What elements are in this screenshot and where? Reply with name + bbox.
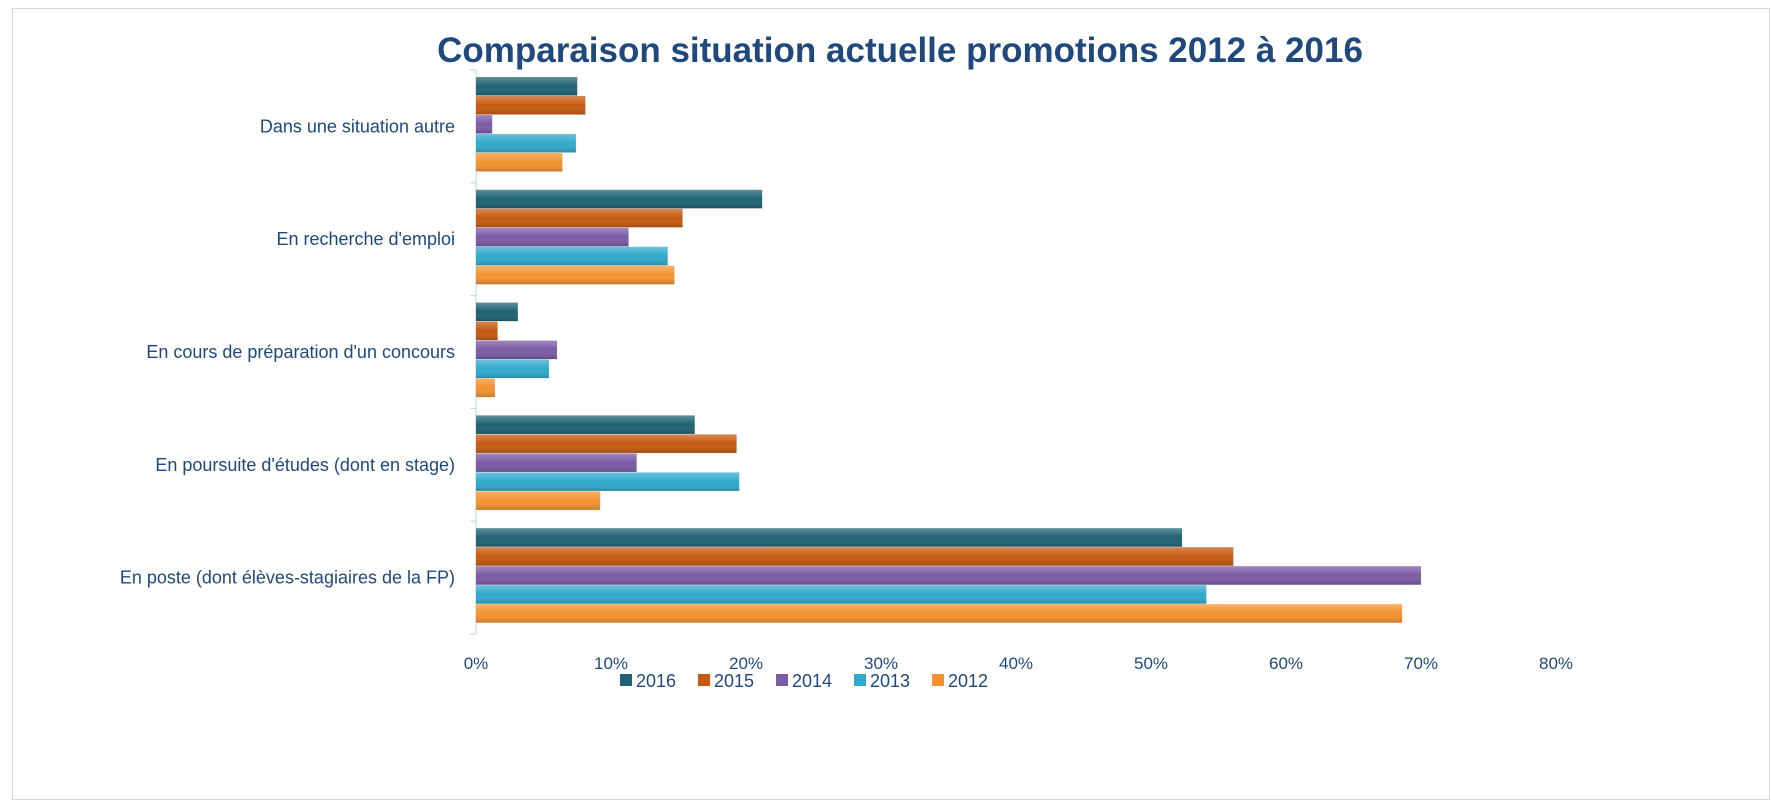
legend-item-2014: 2014	[776, 671, 832, 691]
bar-2014-4	[476, 453, 637, 472]
legend-item-2016: 2016	[620, 671, 676, 691]
x-tick-label: 70%	[1404, 654, 1438, 673]
bar-shade	[476, 585, 1207, 604]
legend-swatch	[698, 674, 710, 686]
bar-2012-1	[476, 153, 563, 172]
legend-swatch	[620, 674, 632, 686]
bar-2015-3	[476, 321, 498, 341]
legend-label: 2015	[714, 671, 754, 691]
bar-2013-4	[476, 472, 740, 491]
bar-2013-1	[476, 134, 576, 153]
bar-shade	[476, 77, 578, 96]
bar-2015-4	[476, 434, 737, 453]
category-label: En recherche d'emploi	[276, 229, 455, 249]
bar-shade	[476, 265, 675, 285]
bar-2013-3	[476, 359, 549, 379]
bar-shade	[476, 321, 498, 341]
bar-2016-5	[476, 528, 1183, 547]
bar-2013-5	[476, 585, 1207, 604]
bar-2012-4	[476, 491, 601, 510]
legend-label: 2014	[792, 671, 832, 691]
bar-2012-2	[476, 265, 675, 285]
bar-shade	[476, 227, 629, 247]
bar-shade	[476, 340, 557, 360]
bar-2013-2	[476, 246, 668, 266]
bar-shade	[476, 528, 1183, 547]
x-tick-label: 30%	[864, 654, 898, 673]
legend-swatch	[854, 674, 866, 686]
bar-shade	[476, 359, 549, 379]
bar-shade	[476, 208, 683, 228]
bar-shade	[476, 491, 601, 510]
legend-label: 2012	[948, 671, 988, 691]
legend-item-2012: 2012	[932, 671, 988, 691]
x-tick-label: 0%	[464, 654, 489, 673]
bar-2014-1	[476, 115, 493, 134]
bar-shade	[476, 96, 586, 115]
x-tick-label: 50%	[1134, 654, 1168, 673]
chart-title: Comparaison situation actuelle promotion…	[437, 31, 1363, 70]
bar-shade	[476, 302, 518, 322]
category-label: En cours de préparation d'un concours	[146, 342, 455, 362]
x-tick-label: 20%	[729, 654, 763, 673]
bar-2012-3	[476, 378, 495, 398]
chart-frame	[12, 8, 1770, 800]
category-labels: Dans une situation autre En recherche d'e…	[120, 116, 455, 587]
bar-2014-3	[476, 340, 557, 360]
bar-2016-3	[476, 302, 518, 322]
bar-shade	[476, 566, 1421, 585]
legend-label: 2016	[636, 671, 676, 691]
bar-shade	[476, 472, 740, 491]
bar-2012-5	[476, 604, 1403, 623]
legend-swatch	[776, 674, 788, 686]
bar-2016-4	[476, 415, 695, 434]
bar-2014-5	[476, 566, 1421, 585]
x-tick-label: 80%	[1539, 654, 1573, 673]
x-tick-labels: 0% 10% 20% 30% 40% 50% 60% 70% 80%	[464, 654, 1573, 673]
bar-2015-5	[476, 547, 1234, 566]
bar-shade	[476, 189, 763, 209]
bar-2016-2	[476, 189, 763, 209]
category-label: En poste (dont élèves-stagiaires de la F…	[120, 568, 455, 588]
bars	[476, 77, 1421, 623]
bar-2016-1	[476, 77, 578, 96]
bar-2014-2	[476, 227, 629, 247]
x-tick-label: 40%	[999, 654, 1033, 673]
bar-shade	[476, 547, 1234, 566]
legend: 2016 2015 2014 2013 2012	[620, 671, 988, 691]
bar-shade	[476, 246, 668, 266]
bar-2015-2	[476, 208, 683, 228]
bar-shade	[476, 115, 493, 134]
legend-item-2013: 2013	[854, 671, 910, 691]
category-label: Dans une situation autre	[260, 116, 455, 136]
x-tick-label: 60%	[1269, 654, 1303, 673]
legend-item-2015: 2015	[698, 671, 754, 691]
bar-2015-1	[476, 96, 586, 115]
legend-label: 2013	[870, 671, 910, 691]
bar-shade	[476, 453, 637, 472]
bar-shade	[476, 604, 1403, 623]
legend-swatch	[932, 674, 944, 686]
axes	[470, 69, 477, 635]
bar-shade	[476, 378, 495, 398]
bar-shade	[476, 415, 695, 434]
x-tick-label: 10%	[594, 654, 628, 673]
category-label: En poursuite d'études (dont en stage)	[155, 455, 455, 475]
bar-shade	[476, 434, 737, 453]
bar-shade	[476, 134, 576, 153]
bar-shade	[476, 153, 563, 172]
